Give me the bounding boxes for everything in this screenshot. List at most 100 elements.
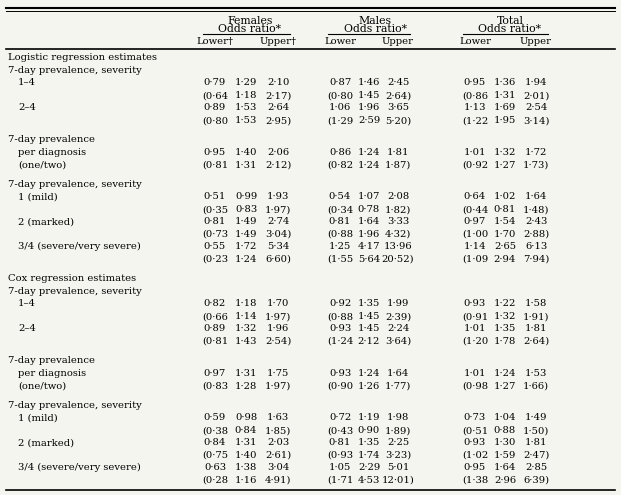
Text: Males: Males	[358, 16, 391, 26]
Text: 2·54): 2·54)	[265, 337, 291, 346]
Text: 1·98: 1·98	[387, 413, 409, 422]
Text: 2–4: 2–4	[18, 103, 36, 112]
Text: 2·74: 2·74	[267, 217, 289, 226]
Text: (0·38: (0·38	[202, 426, 228, 435]
Text: (1·71: (1·71	[327, 476, 353, 485]
Text: 2·59: 2·59	[358, 116, 380, 125]
Text: (0·93: (0·93	[327, 451, 353, 460]
Text: 0·87: 0·87	[329, 78, 351, 88]
Text: 1·32: 1·32	[494, 148, 516, 157]
Text: Upper: Upper	[520, 37, 552, 46]
Text: 2·47): 2·47)	[523, 451, 549, 460]
Text: 1·36: 1·36	[494, 78, 516, 88]
Text: 2·08: 2·08	[387, 193, 409, 201]
Text: 6·13: 6·13	[525, 242, 547, 251]
Text: (0·81: (0·81	[202, 160, 228, 170]
Text: Lower: Lower	[459, 37, 491, 46]
Text: 2·64: 2·64	[267, 103, 289, 112]
Text: (1·02: (1·02	[462, 451, 488, 460]
Text: (0·98: (0·98	[462, 382, 488, 391]
Text: (0·44: (0·44	[462, 205, 488, 214]
Text: 6·39): 6·39)	[523, 476, 549, 485]
Text: 3/4 (severe/very severe): 3/4 (severe/very severe)	[18, 463, 141, 472]
Text: 1·72: 1·72	[525, 148, 547, 157]
Text: (0·88: (0·88	[327, 312, 353, 321]
Text: 13·96: 13·96	[384, 242, 412, 251]
Text: 7·94): 7·94)	[523, 255, 549, 264]
Text: 1·07: 1·07	[358, 193, 380, 201]
Text: 0·83: 0·83	[235, 205, 257, 214]
Text: (0·73: (0·73	[202, 230, 228, 239]
Text: 2·25: 2·25	[387, 438, 409, 447]
Text: 4·17: 4·17	[358, 242, 380, 251]
Text: 1·35: 1·35	[494, 324, 516, 333]
Text: 2·45: 2·45	[387, 78, 409, 88]
Text: 2·06: 2·06	[267, 148, 289, 157]
Text: Logistic regression estimates: Logistic regression estimates	[8, 53, 157, 62]
Text: 6·60): 6·60)	[265, 255, 291, 264]
Text: Total: Total	[497, 16, 524, 26]
Text: 2·64): 2·64)	[385, 91, 411, 100]
Text: 2·29: 2·29	[358, 463, 380, 472]
Text: 1·95: 1·95	[494, 116, 516, 125]
Text: 1·59: 1·59	[494, 451, 516, 460]
Text: 1·97): 1·97)	[265, 382, 291, 391]
Text: 2 (marked): 2 (marked)	[18, 217, 74, 226]
Text: (one/two): (one/two)	[18, 160, 66, 170]
Text: 0·93: 0·93	[329, 369, 351, 378]
Text: (0·51: (0·51	[462, 426, 488, 435]
Text: 3·04): 3·04)	[265, 230, 291, 239]
Text: 1·24: 1·24	[358, 369, 380, 378]
Text: 1·38: 1·38	[235, 463, 257, 472]
Text: 0·93: 0·93	[464, 438, 486, 447]
Text: (0·66: (0·66	[202, 312, 228, 321]
Text: Odds ratio*: Odds ratio*	[219, 24, 281, 34]
Text: 4·53: 4·53	[358, 476, 380, 485]
Text: 3/4 (severe/very severe): 3/4 (severe/very severe)	[18, 242, 141, 251]
Text: (0·64: (0·64	[202, 91, 228, 100]
Text: 1·24: 1·24	[494, 369, 516, 378]
Text: (1·09: (1·09	[462, 255, 488, 264]
Text: 2·24: 2·24	[387, 324, 409, 333]
Text: (1·38: (1·38	[462, 476, 488, 485]
Text: 1·58: 1·58	[525, 299, 547, 308]
Text: (0·80: (0·80	[202, 116, 228, 125]
Text: 0·99: 0·99	[235, 193, 257, 201]
Text: 1·53: 1·53	[235, 116, 257, 125]
Text: (1·29: (1·29	[327, 116, 353, 125]
Text: 2·12): 2·12)	[265, 160, 291, 170]
Text: 0·73: 0·73	[464, 413, 486, 422]
Text: (0·83: (0·83	[202, 382, 228, 391]
Text: 5·34: 5·34	[267, 242, 289, 251]
Text: 1·05: 1·05	[329, 463, 351, 472]
Text: 1·25: 1·25	[329, 242, 351, 251]
Text: 1·24: 1·24	[358, 148, 380, 157]
Text: 1·53: 1·53	[235, 103, 257, 112]
Text: per diagnosis: per diagnosis	[18, 148, 86, 157]
Text: 1·93: 1·93	[267, 193, 289, 201]
Text: 3·04: 3·04	[267, 463, 289, 472]
Text: 0·90: 0·90	[358, 426, 380, 435]
Text: 0·97: 0·97	[464, 217, 486, 226]
Text: 7-day prevalence, severity: 7-day prevalence, severity	[8, 287, 142, 296]
Text: 1·30: 1·30	[494, 438, 516, 447]
Text: (one/two): (one/two)	[18, 382, 66, 391]
Text: 0·89: 0·89	[204, 103, 226, 112]
Text: 0·81: 0·81	[204, 217, 226, 226]
Text: 0·78: 0·78	[358, 205, 380, 214]
Text: 20·52): 20·52)	[382, 255, 414, 264]
Text: 1·16: 1·16	[235, 476, 257, 485]
Text: 0·72: 0·72	[329, 413, 351, 422]
Text: 1·70: 1·70	[267, 299, 289, 308]
Text: 0·98: 0·98	[235, 413, 257, 422]
Text: 1·82): 1·82)	[385, 205, 411, 214]
Text: 0·64: 0·64	[464, 193, 486, 201]
Text: 7-day prevalence: 7-day prevalence	[8, 356, 95, 365]
Text: 2·96: 2·96	[494, 476, 516, 485]
Text: 3·64): 3·64)	[385, 337, 411, 346]
Text: 1·96: 1·96	[358, 103, 380, 112]
Text: 2·39): 2·39)	[385, 312, 411, 321]
Text: 1·01: 1·01	[464, 324, 486, 333]
Text: 1·64: 1·64	[387, 369, 409, 378]
Text: 0·84: 0·84	[235, 426, 257, 435]
